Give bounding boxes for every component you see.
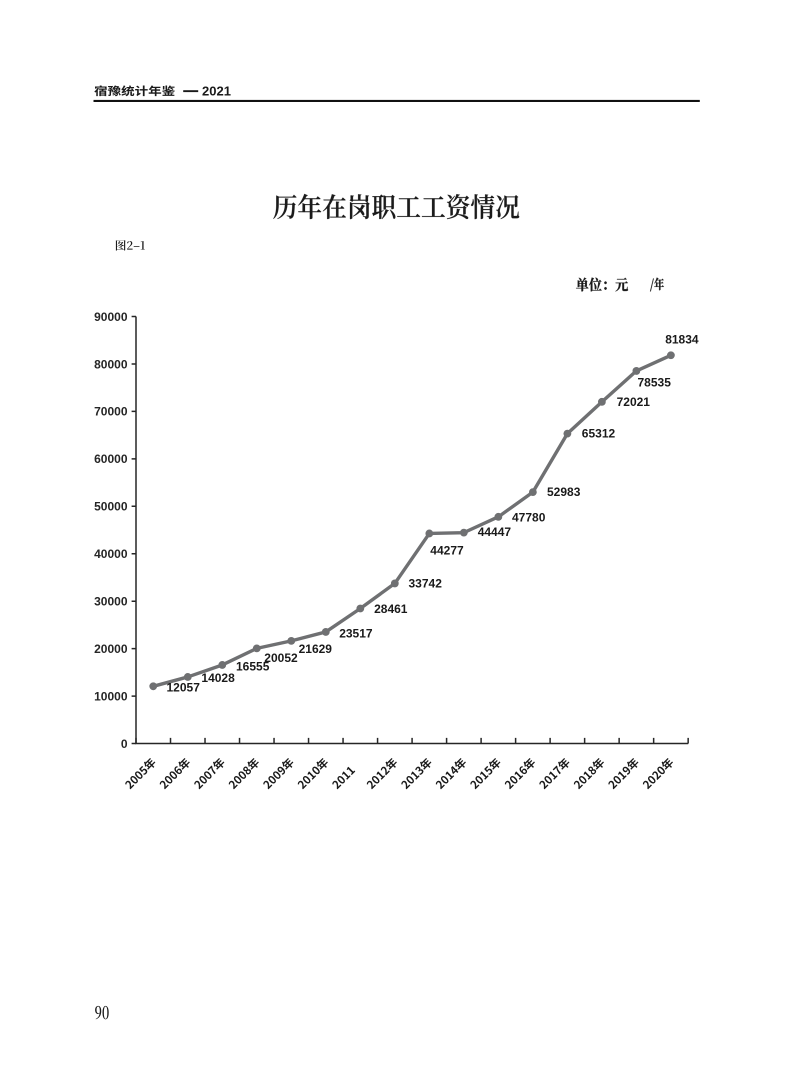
- svg-text:60000: 60000: [94, 452, 128, 466]
- svg-text:16555: 16555: [236, 660, 270, 674]
- svg-text:44447: 44447: [478, 525, 512, 539]
- svg-text:47780: 47780: [512, 511, 546, 525]
- svg-text:14028: 14028: [201, 671, 235, 685]
- svg-text:81834: 81834: [665, 333, 699, 347]
- svg-text:90000: 90000: [94, 310, 128, 324]
- svg-text:12057: 12057: [167, 681, 201, 695]
- svg-text:20052: 20052: [264, 651, 298, 665]
- svg-text:70000: 70000: [94, 405, 128, 419]
- svg-text:44277: 44277: [430, 543, 464, 557]
- svg-text:23517: 23517: [339, 627, 373, 641]
- svg-text:80000: 80000: [94, 357, 128, 371]
- svg-text:50000: 50000: [94, 500, 128, 514]
- svg-text:33742: 33742: [409, 577, 443, 591]
- svg-text:2021: 2021: [202, 84, 231, 99]
- svg-text:78535: 78535: [638, 375, 672, 389]
- svg-text:72021: 72021: [617, 395, 651, 409]
- svg-text:28461: 28461: [374, 602, 408, 616]
- svg-text:0: 0: [121, 737, 128, 751]
- svg-text:21629: 21629: [299, 642, 333, 656]
- svg-text:20000: 20000: [94, 642, 128, 656]
- svg-text:30000: 30000: [94, 595, 128, 609]
- svg-text:10000: 10000: [94, 689, 128, 703]
- svg-text:40000: 40000: [94, 547, 128, 561]
- svg-text:65312: 65312: [582, 426, 616, 440]
- svg-text:52983: 52983: [547, 485, 581, 499]
